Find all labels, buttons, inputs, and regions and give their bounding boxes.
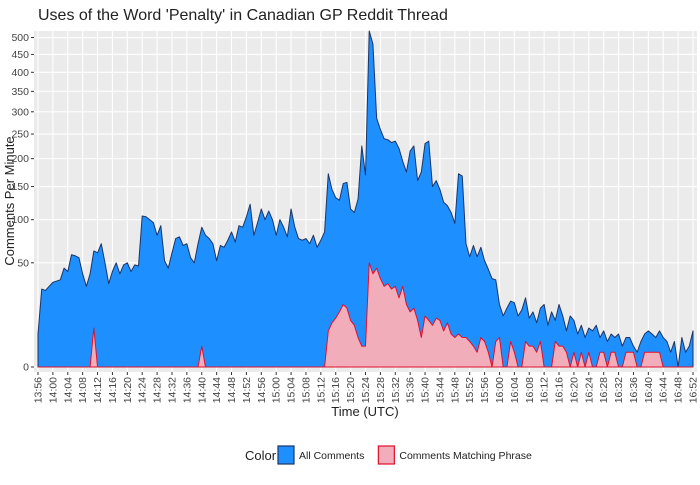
x-tick-label: 14:48 [226,377,238,403]
x-tick-label: 16:20 [568,377,580,403]
x-tick-label: 15:32 [390,377,402,403]
x-tick-label: 14:32 [166,377,178,403]
x-tick-label: 14:04 [62,377,74,403]
x-tick-label: 15:20 [345,377,357,403]
x-tick-label: 14:28 [152,377,164,403]
y-tick-label: 0 [23,362,29,374]
y-tick-label: 450 [11,49,29,61]
x-tick-label: 16:40 [643,377,655,403]
x-tick-label: 16:04 [509,377,521,403]
legend-swatch [377,445,395,465]
y-tick-label: 400 [11,67,29,79]
legend-title: Color [245,448,277,463]
x-tick-label: 16:44 [658,377,670,403]
x-tick-label: 14:36 [181,377,193,403]
x-tick-label: 15:40 [420,377,432,403]
x-tick-label: 16:08 [524,377,536,403]
x-tick-label: 14:56 [256,377,268,403]
area [37,262,694,368]
x-tick-label: 15:24 [360,377,372,403]
x-tick-label: 16:32 [613,377,625,403]
x-tick-label: 14:44 [211,377,223,403]
legend-label: Comments Matching Phrase [399,450,532,462]
y-tick-label: 250 [11,129,29,141]
x-tick-label: 16:48 [673,377,685,403]
x-tick-label: 16:16 [554,377,566,403]
x-tick-label: 16:00 [494,377,506,403]
chart-title: Uses of the Word 'Penalty' in Canadian G… [38,7,448,24]
x-tick-label: 15:08 [300,377,312,403]
legend-swatch [277,445,295,465]
x-tick-label: 16:12 [539,377,551,403]
x-tick-label: 15:12 [315,377,327,403]
area [37,30,694,368]
y-tick-label: 200 [11,153,29,165]
x-tick-label: 14:52 [241,377,253,403]
x-tick-label: 15:00 [271,377,283,403]
x-tick-label: 14:40 [196,377,208,403]
x-tick-label: 16:24 [583,377,595,403]
y-axis-title: Comments Per Minute [2,136,17,265]
x-tick-label: 14:20 [122,377,134,403]
x-tick-label: 15:36 [405,377,417,403]
x-tick-label: 14:24 [137,377,149,403]
x-tick-label: 13:56 [33,377,45,403]
x-tick-label: 16:28 [598,377,610,403]
y-tick-label: 150 [11,181,29,193]
y-tick-label: 350 [11,86,29,98]
y-tick-label: 500 [11,32,29,44]
legend-label: All Comments [299,450,364,462]
x-tick-label: 14:08 [77,377,89,403]
x-tick-label: 15:44 [434,377,446,403]
x-tick-label: 15:16 [330,377,342,403]
x-tick-label: 14:12 [92,377,104,403]
y-tick-label: 300 [11,106,29,118]
x-tick-label: 15:48 [449,377,461,403]
x-tick-label: 15:52 [464,377,476,403]
y-tick-label: 50 [17,257,29,269]
x-tick-label: 16:52 [688,377,700,403]
x-tick-label: 15:56 [479,377,491,403]
y-tick-label: 100 [11,214,29,226]
x-tick-label: 14:16 [107,377,119,403]
x-tick-label: 15:28 [375,377,387,403]
x-axis-title: Time (UTC) [331,404,398,419]
x-tick-label: 14:00 [47,377,59,403]
x-tick-label: 15:04 [286,377,298,403]
x-tick-label: 16:36 [628,377,640,403]
